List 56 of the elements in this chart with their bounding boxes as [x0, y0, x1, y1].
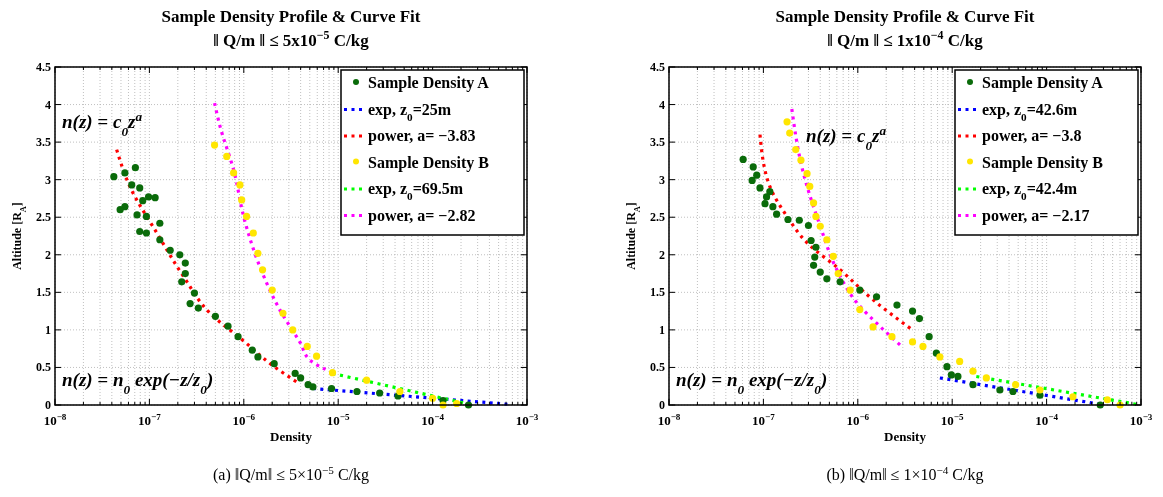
x-tick-label: 10$^{−5}$: [940, 412, 965, 428]
y-tick-label: 4: [659, 97, 665, 112]
x-tick-label: 10$^{−4}$: [421, 412, 445, 428]
x-tick-label: 10$^{−8}$: [657, 412, 681, 428]
y-tick-label: 2.5: [36, 210, 51, 225]
legend-label: Sample Density A: [982, 74, 1104, 92]
y-tick-label: 3: [45, 172, 51, 187]
legend-label: Sample Density B: [368, 153, 490, 172]
legend-label: exp, z$_{0}$=42.6m: [982, 100, 1078, 123]
y-tick-label: 1: [45, 322, 51, 337]
x-tick-label: 10$^{−7}$: [138, 412, 162, 428]
legend-label: Sample Density B: [982, 153, 1104, 172]
y-tick-label: 2.5: [650, 210, 665, 225]
annotation: n(z) = c$_{0}$z$^{a}$: [62, 108, 143, 139]
y-tick-label: 4: [45, 97, 51, 112]
y-tick-label: 1.5: [36, 285, 51, 300]
legend-label: exp, z$_{0}$=42.4m: [982, 180, 1078, 202]
chart-title: Sample Density Profile & Curve Fit: [161, 7, 421, 26]
y-tick-label: 0: [659, 398, 665, 412]
y-tick-label: 0.5: [650, 360, 665, 375]
y-tick-label: 1.5: [650, 285, 665, 300]
legend-label: exp, z$_{0}$=69.5m: [368, 180, 464, 202]
chart-title: Sample Density Profile & Curve Fit: [775, 7, 1035, 26]
x-tick-label: 10$^{−3}$: [1129, 412, 1153, 428]
x-tick-label: 10$^{−6}$: [232, 412, 256, 428]
legend-label: power, a= −2.17: [982, 206, 1090, 225]
y-tick-label: 1: [659, 322, 665, 337]
y-tick-label: 2: [659, 247, 665, 262]
x-tick-label: 10$^{−3}$: [515, 412, 539, 428]
legend-label: exp, z$_{0}$=25m: [368, 100, 452, 123]
x-tick-label: 10$^{−8}$: [43, 412, 67, 428]
annotation: n(z) = n$_{0}$ exp(−z/z$_{0}$): [62, 369, 214, 397]
y-tick-label: 3.5: [650, 135, 665, 150]
text: (a) ‖Q/m‖ ≤ 5×10$^{−5}$ C/kg: [212, 464, 370, 484]
x-tick-label: 10$^{−7}$: [752, 412, 776, 428]
x-axis-title: Density: [270, 429, 313, 444]
x-tick-label: 10$^{−4}$: [1035, 412, 1059, 428]
legend-label: Sample Density A: [368, 74, 490, 92]
y-tick-label: 4.5: [650, 60, 665, 74]
legend-label: power, a= −2.82: [368, 206, 476, 225]
y-tick-label: 0: [45, 398, 51, 412]
x-axis-title: Density: [884, 429, 927, 444]
annotation: n(z) = c$_{0}$z$^{a}$: [806, 122, 887, 153]
annotation: n(z) = n$_{0}$ exp(−z/z$_{0}$): [676, 369, 828, 397]
legend-label: power, a= −3.83: [368, 127, 476, 145]
y-tick-label: 0.5: [36, 360, 51, 375]
y-tick-label: 4.5: [36, 60, 51, 74]
chart-subtitle: ‖ Q/m ‖ ≤ 5x10$^{−5}$ C/kg: [213, 28, 370, 50]
legend-label: power, a= −3.8: [982, 127, 1082, 145]
y-tick-label: 3.5: [36, 135, 51, 150]
x-tick-label: 10$^{−6}$: [846, 412, 870, 428]
x-tick-label: 10$^{−5}$: [326, 412, 351, 428]
chart-subtitle: ‖ Q/m ‖ ≤ 1x10$^{−4}$ C/kg: [827, 28, 984, 50]
text: (b) ‖Q/m‖ ≤ 1×10$^{−4}$ C/kg: [826, 464, 984, 484]
y-tick-label: 2: [45, 247, 51, 262]
y-tick-label: 3: [659, 172, 665, 187]
